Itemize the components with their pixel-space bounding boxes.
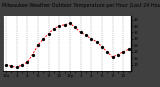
Point [63,24,66,25]
Point [26,62,28,63]
Point [79,32,82,33]
Point [53,28,55,29]
Point [117,54,119,55]
Point [10,65,12,67]
Text: Milwaukee Weather Outdoor Temperature per Hour (Last 24 Hours): Milwaukee Weather Outdoor Temperature pe… [2,3,160,8]
Point [101,46,103,47]
Point [42,38,44,40]
Point [111,56,114,58]
Point [85,34,87,36]
Point [37,45,39,46]
Point [31,54,34,55]
Point [5,64,7,66]
Point [95,41,98,42]
Point [127,49,130,50]
Point [69,23,71,24]
Point [122,51,124,53]
Point [74,27,76,28]
Point [90,38,92,40]
Point [106,51,108,53]
Point [21,64,23,66]
Point [47,33,50,34]
Point [15,67,18,68]
Point [58,25,60,27]
